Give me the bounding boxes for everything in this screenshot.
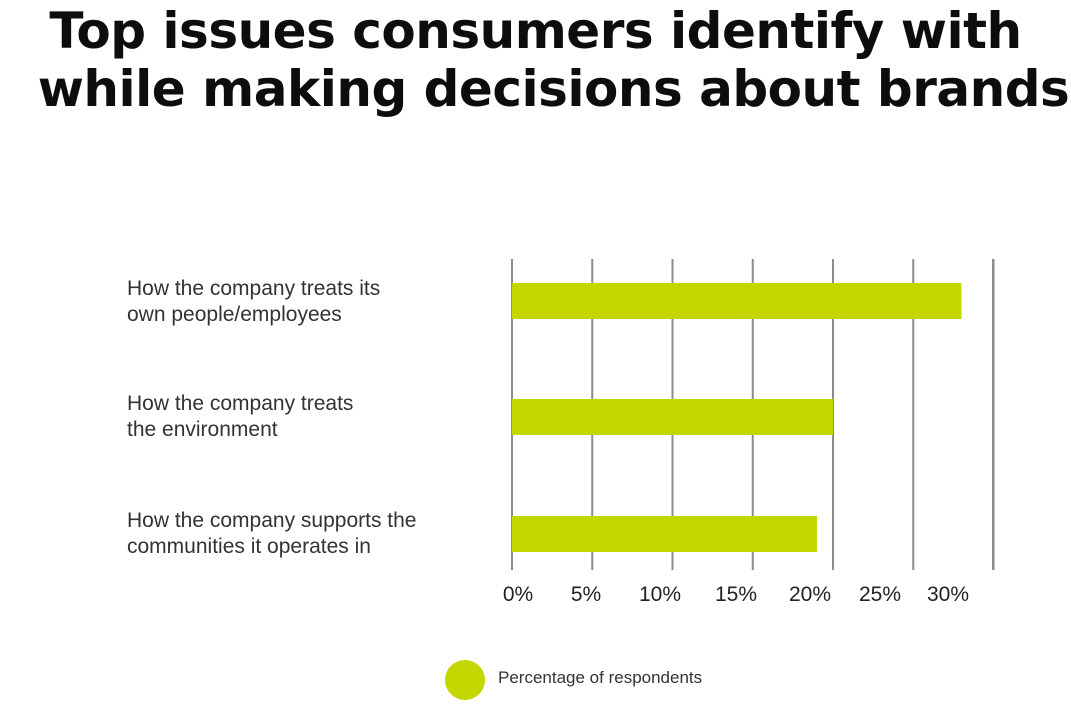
x-tick-label: 25% xyxy=(859,583,901,606)
category-label-line: the environment xyxy=(127,418,278,441)
category-label-line: communities it operates in xyxy=(127,535,371,558)
category-label-line: How the company treats its xyxy=(127,277,381,300)
x-axis-tick-labels: 0% 5% 10% 15% 20% 25% 30% xyxy=(503,583,969,606)
category-label-line: How the company supports the xyxy=(127,509,417,532)
category-label-communities: How the company supports the communities… xyxy=(127,508,487,560)
category-label-line: How the company treats xyxy=(127,392,354,415)
chart-title: Top issues consumers identify with while… xyxy=(0,2,1071,118)
category-label-environment: How the company treats the environment xyxy=(127,391,487,443)
bar xyxy=(512,516,817,552)
bar xyxy=(512,399,833,435)
legend-swatch xyxy=(445,660,485,700)
x-tick-label: 20% xyxy=(789,583,831,606)
x-tick-label: 15% xyxy=(715,583,757,606)
chart-title-line-1: Top issues consumers identify with xyxy=(49,2,1022,60)
legend-label: Percentage of respondents xyxy=(498,668,703,687)
x-tick-label: 30% xyxy=(927,583,969,606)
category-label-employees: How the company treats its own people/em… xyxy=(127,276,487,328)
bar xyxy=(512,283,962,319)
category-label-line: own people/employees xyxy=(127,303,342,326)
bars xyxy=(512,283,962,552)
x-tick-label: 5% xyxy=(571,583,601,606)
x-tick-label: 0% xyxy=(503,583,533,606)
chart-title-line-2: while making decisions about brands xyxy=(37,60,1070,118)
x-tick-label: 10% xyxy=(639,583,681,606)
